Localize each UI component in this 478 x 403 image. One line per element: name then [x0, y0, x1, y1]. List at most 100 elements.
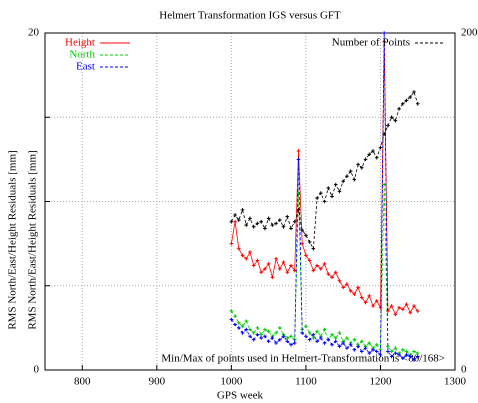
- point-marker: [348, 289, 353, 293]
- point-marker: [255, 258, 260, 263]
- point-marker: [393, 351, 398, 355]
- point-marker: [415, 351, 420, 355]
- point-marker: [233, 213, 237, 217]
- point-marker: [356, 344, 360, 349]
- point-marker: [285, 214, 290, 219]
- point-marker: [259, 270, 263, 275]
- point-marker: [363, 346, 368, 350]
- point-marker: [378, 353, 383, 357]
- legend-label: Number of Points: [332, 37, 410, 49]
- x-tick-label: 1000: [220, 376, 243, 388]
- point-marker: [244, 256, 249, 261]
- point-marker: [311, 246, 316, 251]
- point-marker: [367, 351, 372, 355]
- point-marker: [408, 95, 413, 99]
- point-marker: [326, 272, 331, 276]
- point-marker: [307, 331, 312, 335]
- point-marker: [333, 336, 338, 340]
- point-marker: [289, 226, 293, 231]
- point-marker: [386, 123, 390, 128]
- point-marker: [255, 332, 260, 337]
- point-marker: [319, 336, 323, 340]
- point-marker: [244, 223, 249, 227]
- point-marker: [244, 319, 249, 323]
- point-marker: [345, 174, 349, 179]
- point-marker: [393, 118, 398, 123]
- point-marker: [255, 326, 260, 330]
- point-marker: [341, 341, 345, 345]
- point-marker: [229, 317, 234, 322]
- point-marker: [237, 246, 241, 251]
- point-marker: [315, 339, 319, 344]
- point-marker: [307, 337, 312, 342]
- point-marker: [263, 327, 267, 332]
- point-marker: [296, 149, 301, 153]
- point-marker: [378, 305, 383, 310]
- point-marker: [281, 260, 286, 264]
- point-marker: [259, 219, 263, 224]
- point-marker: [348, 342, 353, 347]
- point-marker: [360, 295, 364, 300]
- point-marker: [248, 327, 252, 332]
- point-marker: [326, 186, 331, 190]
- x-tick-label: 1300: [444, 376, 467, 388]
- point-marker: [389, 304, 394, 308]
- point-marker: [285, 339, 290, 344]
- point-marker: [401, 356, 405, 361]
- point-marker: [341, 179, 345, 184]
- point-marker: [315, 263, 319, 268]
- point-marker: [326, 337, 331, 342]
- point-marker: [266, 262, 271, 266]
- y-tick-label: 0: [34, 364, 40, 376]
- y-axis-label: RMS North/East/Height Residuals [mm]: [7, 150, 19, 329]
- point-marker: [333, 182, 338, 187]
- point-marker: [304, 233, 308, 237]
- point-marker: [408, 310, 413, 315]
- point-marker: [300, 228, 304, 232]
- point-marker: [382, 132, 386, 136]
- point-marker: [304, 334, 308, 339]
- point-marker: [389, 354, 394, 359]
- point-marker: [333, 270, 338, 275]
- y2-tick-label: 200: [461, 27, 478, 39]
- point-marker: [404, 349, 409, 354]
- point-marker: [337, 278, 342, 283]
- chart-title: Helmert Transformation IGS versus GFT: [159, 10, 341, 22]
- point-marker: [360, 349, 364, 354]
- point-marker: [401, 347, 405, 352]
- point-marker: [330, 332, 334, 337]
- point-marker: [248, 216, 252, 221]
- point-marker: [352, 347, 357, 352]
- point-marker: [274, 331, 278, 335]
- point-marker: [382, 182, 386, 187]
- point-marker: [251, 263, 256, 268]
- point-marker: [278, 326, 282, 330]
- point-marker: [404, 98, 409, 103]
- point-marker: [412, 304, 416, 308]
- point-marker: [363, 300, 368, 305]
- point-marker: [307, 240, 312, 244]
- x-axis-label: GPS week: [217, 390, 264, 402]
- point-marker: [356, 285, 360, 290]
- point-marker: [374, 349, 379, 354]
- point-marker: [371, 149, 375, 153]
- point-marker: [229, 219, 234, 224]
- point-marker: [278, 337, 282, 342]
- point-marker: [315, 329, 319, 334]
- point-marker: [251, 224, 256, 229]
- point-marker: [289, 263, 293, 268]
- point-marker: [367, 341, 372, 345]
- y-axis-label-overlay: RMS North/East/Height Residuals [mm]: [27, 150, 39, 329]
- point-marker: [311, 336, 316, 340]
- point-marker: [363, 157, 368, 162]
- point-marker: [248, 334, 252, 339]
- point-marker: [382, 31, 386, 35]
- point-marker: [233, 322, 237, 327]
- y-tick-label: 20: [28, 27, 40, 39]
- point-marker: [352, 177, 357, 182]
- point-marker: [397, 353, 401, 357]
- point-marker: [278, 218, 282, 222]
- point-marker: [374, 155, 379, 160]
- point-marker: [263, 334, 267, 339]
- legend-label: Height: [65, 37, 95, 49]
